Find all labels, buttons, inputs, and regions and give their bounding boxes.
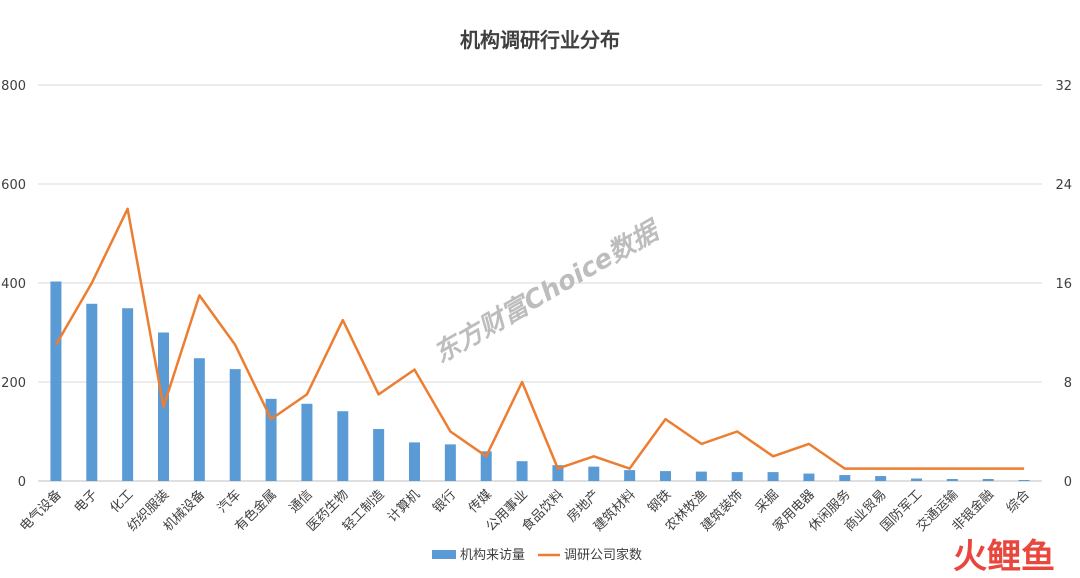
- bar: [193, 358, 205, 481]
- bar: [122, 308, 134, 481]
- bar: [982, 479, 994, 481]
- bar: [1018, 480, 1030, 481]
- bar: [946, 479, 958, 481]
- left-tick-label: 400: [1, 277, 26, 292]
- logo-text: 火鲤鱼: [953, 537, 1055, 577]
- bar: [839, 475, 851, 481]
- bar: [480, 451, 492, 481]
- right-tick-label: 24: [1055, 178, 1072, 193]
- line-series: [54, 207, 1025, 470]
- left-tick-label: 0: [18, 475, 26, 490]
- legend-line-label: 调研公司家数: [564, 547, 642, 563]
- category-label: 传媒: [466, 487, 495, 516]
- left-axis-ticks: 0 200 400 600 800: [1, 79, 26, 490]
- right-tick-label: 32: [1055, 79, 1072, 94]
- chart-title: 机构调研行业分布: [460, 28, 620, 52]
- bar: [373, 429, 385, 481]
- category-label: 化工: [107, 487, 136, 516]
- bar: [229, 369, 241, 481]
- bar: [265, 398, 277, 481]
- bar: [409, 442, 420, 481]
- category-label: 电气设备: [17, 487, 65, 535]
- bar: [875, 476, 887, 481]
- bar: [911, 478, 922, 481]
- grid-lines: [38, 84, 1042, 482]
- bar: [552, 465, 564, 481]
- legend: 机构来访量 调研公司家数: [432, 547, 642, 563]
- right-tick-label: 8: [1064, 376, 1072, 391]
- bar: [588, 466, 600, 481]
- category-label: 计算机: [385, 487, 423, 525]
- bar: [767, 472, 779, 481]
- left-tick-label: 800: [1, 79, 26, 94]
- right-tick-label: 0: [1064, 475, 1072, 490]
- bar: [50, 281, 62, 481]
- bar: [301, 403, 313, 481]
- category-label: 电子: [72, 487, 101, 516]
- bar: [624, 470, 636, 481]
- bar: [660, 471, 671, 481]
- legend-bar-swatch: [432, 550, 456, 559]
- line-path: [54, 207, 1025, 470]
- right-axis-ticks: 0 8 16 24 32: [1055, 79, 1072, 490]
- category-label: 钢铁: [645, 487, 674, 516]
- category-label: 银行: [430, 487, 459, 516]
- bar: [86, 303, 98, 481]
- left-tick-label: 600: [1, 178, 26, 193]
- category-label: 汽车: [214, 487, 244, 517]
- watermark-text: 东方财富Choice数据: [429, 215, 667, 370]
- right-tick-label: 16: [1055, 277, 1072, 292]
- category-label: 采掘: [753, 487, 782, 516]
- bar: [803, 473, 815, 481]
- category-label: 综合: [1004, 487, 1033, 516]
- category-label: 通信: [287, 487, 316, 516]
- legend-bar-label: 机构来访量: [460, 548, 525, 563]
- bar: [444, 444, 456, 481]
- bar: [731, 472, 743, 481]
- bar: [695, 471, 707, 481]
- bar: [516, 461, 528, 481]
- bar: [337, 411, 349, 481]
- left-tick-label: 200: [1, 376, 26, 391]
